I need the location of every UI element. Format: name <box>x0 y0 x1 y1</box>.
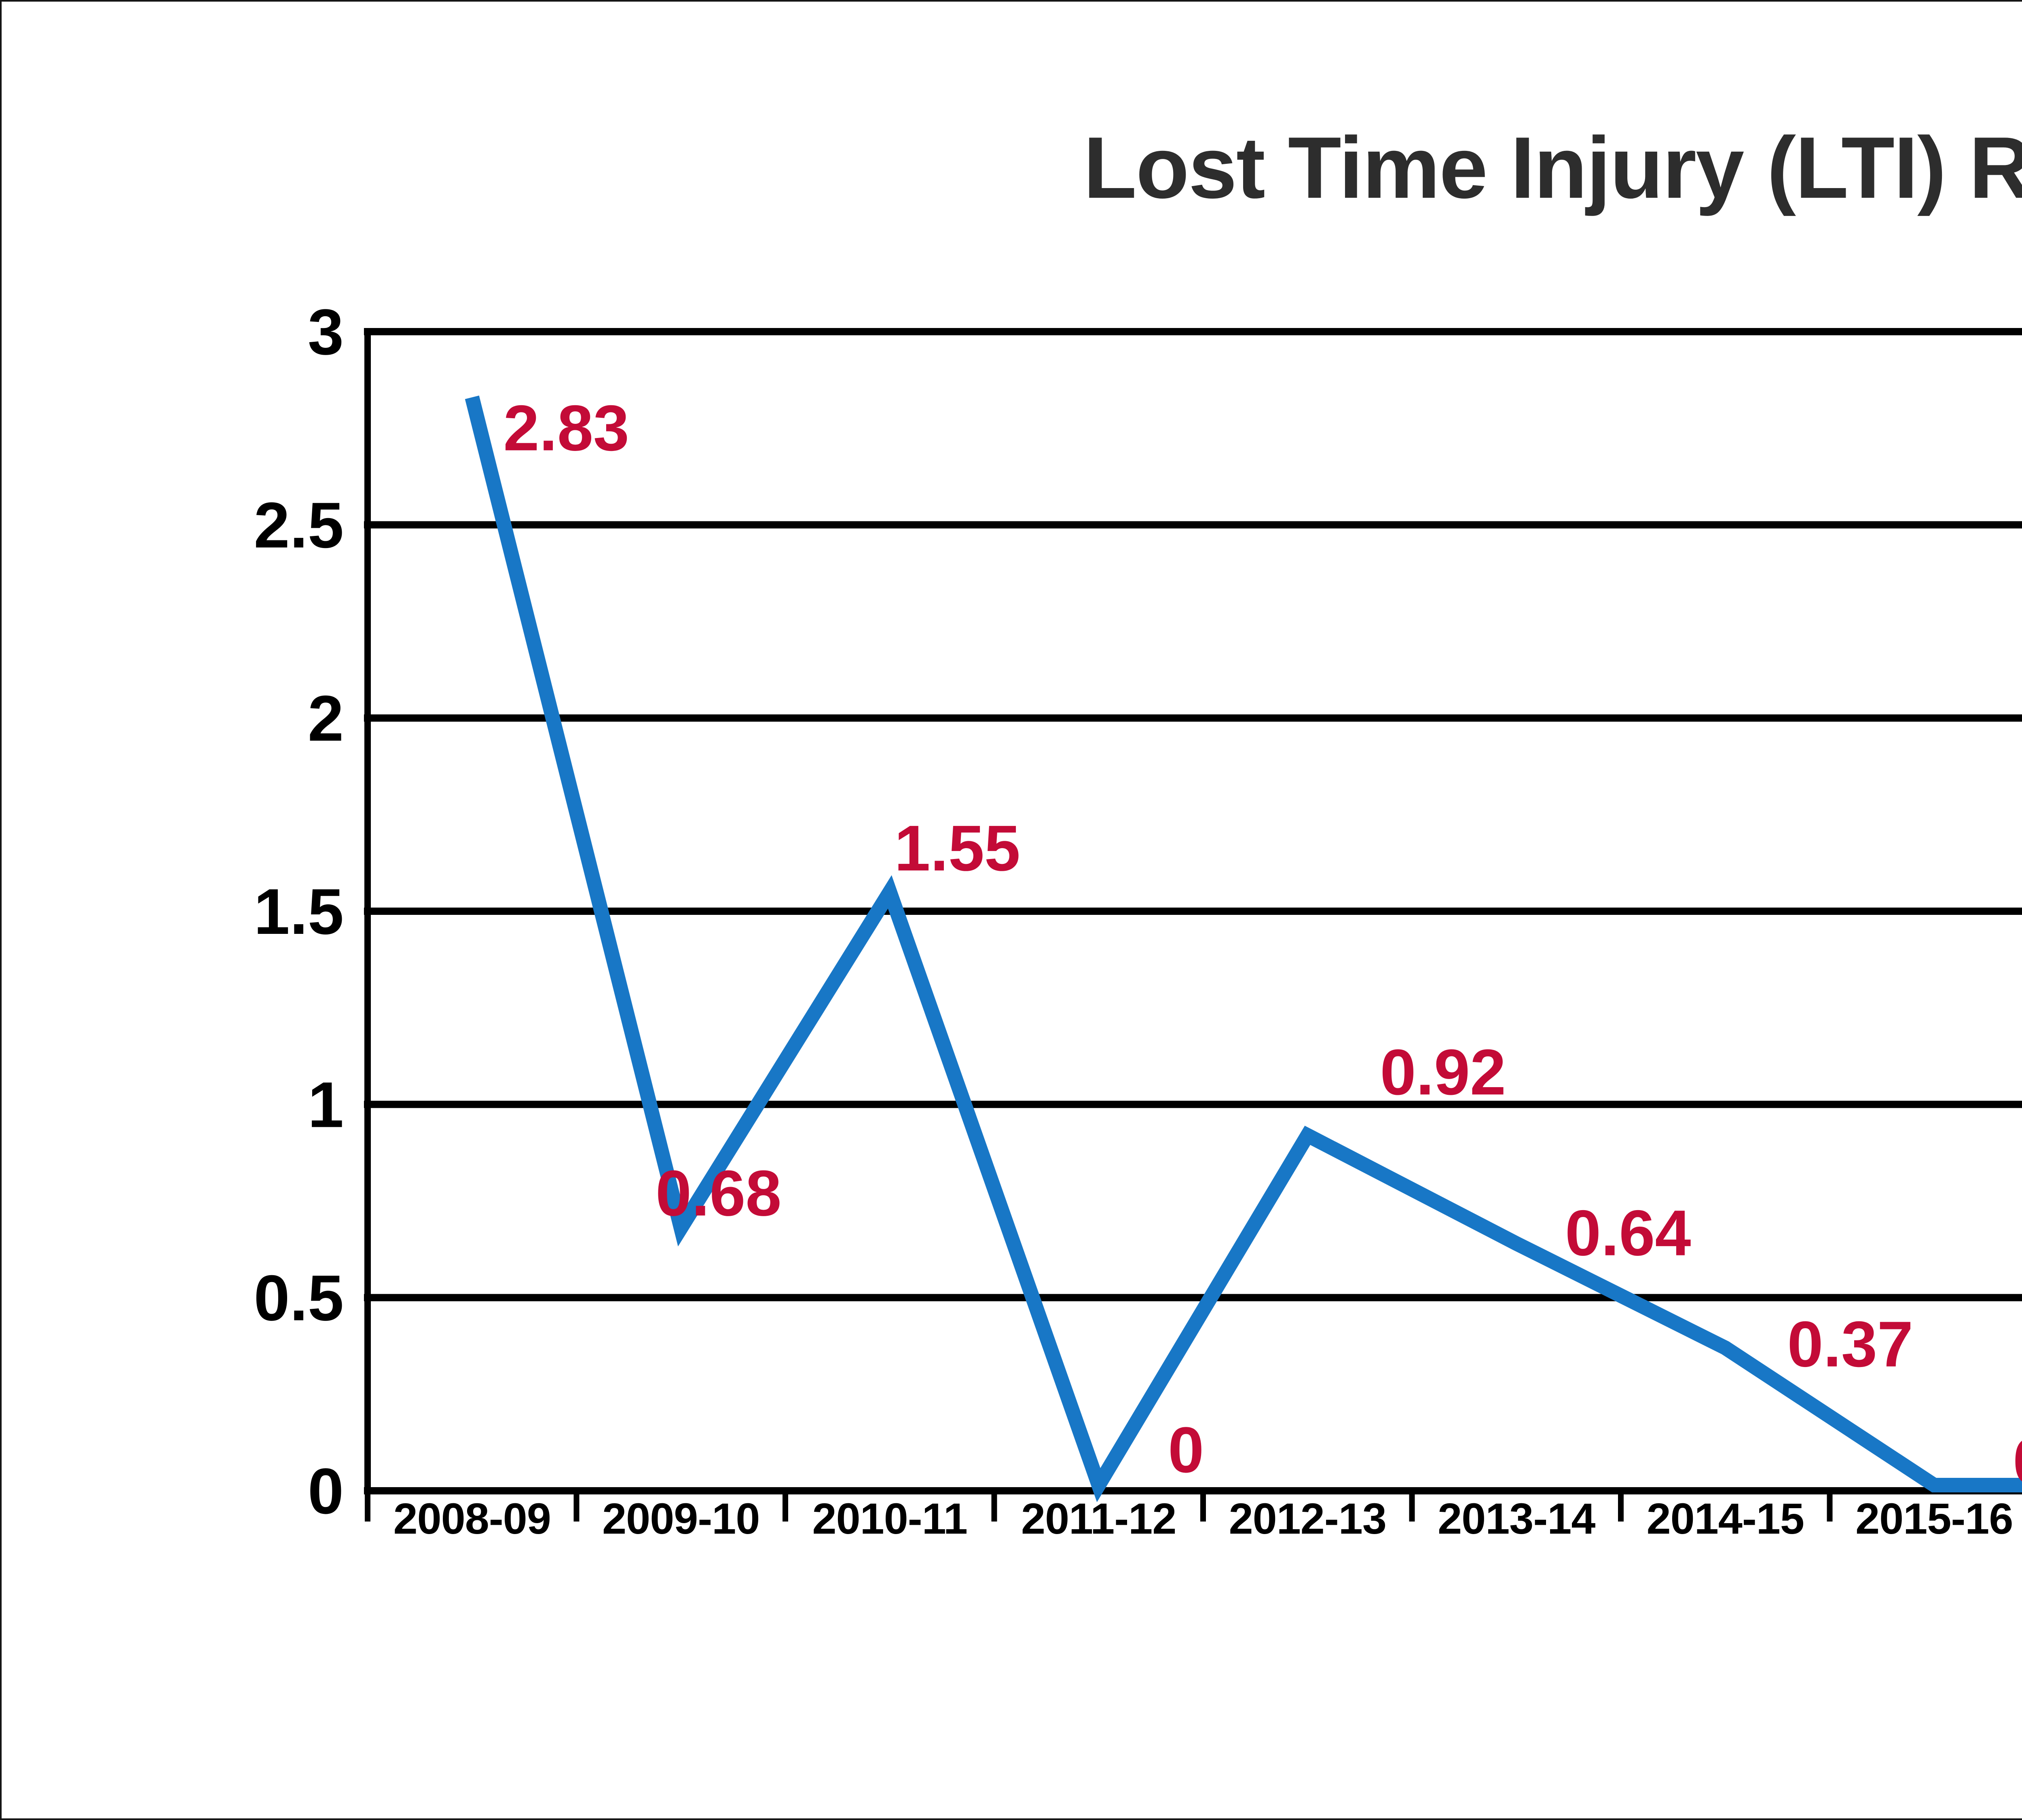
x-axis-label: 2013-14 <box>1438 1494 1595 1543</box>
data-label: 2.83 <box>503 392 629 464</box>
data-label: 0 <box>1168 1414 1204 1486</box>
x-axis-label: 2014-15 <box>1647 1494 1804 1543</box>
x-axis-label: 2010-11 <box>812 1494 967 1543</box>
x-axis-label: 2011-12 <box>1021 1494 1176 1543</box>
y-axis-label: 1.5 <box>254 875 344 948</box>
data-label: 0.68 <box>656 1157 781 1229</box>
x-axis-label: 2008-09 <box>393 1494 551 1543</box>
data-label: 1.55 <box>895 812 1020 884</box>
y-axis-label: 3 <box>308 296 344 368</box>
series-line <box>465 396 2022 1503</box>
y-axis-label: 1 <box>308 1069 344 1141</box>
x-axis-label: 2015-16 <box>1855 1494 2013 1543</box>
x-axis-label: 2009-10 <box>602 1494 759 1543</box>
y-axis-label: 2 <box>308 682 344 754</box>
data-label: 0.92 <box>1380 1036 1506 1108</box>
x-axis-label: 2012-13 <box>1229 1494 1386 1543</box>
data-label: 0 <box>2013 1425 2022 1497</box>
y-axis-label: 0 <box>308 1455 344 1527</box>
chart-title: Lost Time Injury (LTI) Rate <box>1083 119 2022 216</box>
data-label: 0.37 <box>1787 1308 1913 1380</box>
y-axis-label: 2.5 <box>254 489 344 561</box>
data-label: 0.64 <box>1565 1197 1691 1269</box>
y-axis-label: 0.5 <box>254 1261 344 1334</box>
